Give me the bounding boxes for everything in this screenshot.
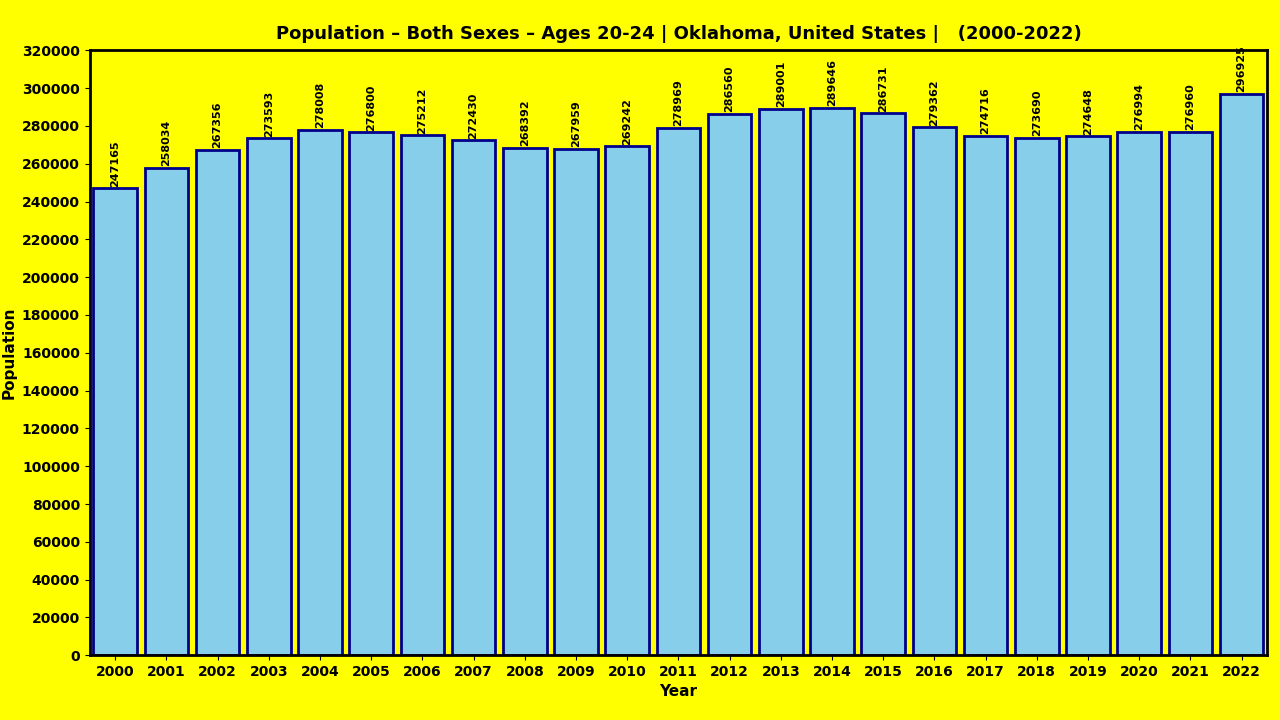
Text: 286731: 286731: [878, 66, 888, 112]
Bar: [503, 148, 547, 655]
Bar: [554, 149, 598, 655]
Text: 268392: 268392: [520, 100, 530, 146]
Bar: [145, 168, 188, 655]
Title: Population – Both Sexes – Ages 20-24 | Oklahoma, United States |   (2000-2022): Population – Both Sexes – Ages 20-24 | O…: [275, 25, 1082, 43]
Text: 273690: 273690: [1032, 90, 1042, 136]
Bar: [657, 128, 700, 655]
Bar: [93, 188, 137, 655]
Bar: [1220, 94, 1263, 655]
Text: 289001: 289001: [776, 61, 786, 107]
Text: 267959: 267959: [571, 101, 581, 148]
Text: 267356: 267356: [212, 102, 223, 148]
Text: 276960: 276960: [1185, 84, 1196, 130]
Bar: [759, 109, 803, 655]
Bar: [1117, 132, 1161, 655]
Bar: [913, 127, 956, 655]
X-axis label: Year: Year: [659, 685, 698, 699]
Bar: [452, 140, 495, 655]
Text: 278969: 278969: [673, 80, 684, 127]
Text: 278008: 278008: [315, 82, 325, 128]
Bar: [1066, 136, 1110, 655]
Text: 286560: 286560: [724, 66, 735, 112]
Y-axis label: Population: Population: [1, 307, 17, 399]
Text: 276800: 276800: [366, 84, 376, 130]
Bar: [247, 138, 291, 655]
Bar: [964, 136, 1007, 655]
Text: 276994: 276994: [1134, 84, 1144, 130]
Text: 274716: 274716: [980, 88, 991, 135]
Text: 273593: 273593: [264, 90, 274, 137]
Bar: [605, 146, 649, 655]
Text: 274648: 274648: [1083, 88, 1093, 135]
Bar: [861, 113, 905, 655]
Text: 269242: 269242: [622, 98, 632, 145]
Text: 275212: 275212: [417, 87, 428, 133]
Bar: [196, 150, 239, 655]
Bar: [1169, 132, 1212, 655]
Bar: [349, 132, 393, 655]
Bar: [708, 114, 751, 655]
Bar: [298, 130, 342, 655]
Text: 289646: 289646: [827, 59, 837, 107]
Text: 279362: 279362: [929, 79, 940, 126]
Text: 296925: 296925: [1236, 46, 1247, 92]
Bar: [810, 108, 854, 655]
Text: 258034: 258034: [161, 120, 172, 166]
Text: 247165: 247165: [110, 140, 120, 186]
Text: 272430: 272430: [468, 92, 479, 139]
Bar: [1015, 138, 1059, 655]
Bar: [401, 135, 444, 655]
